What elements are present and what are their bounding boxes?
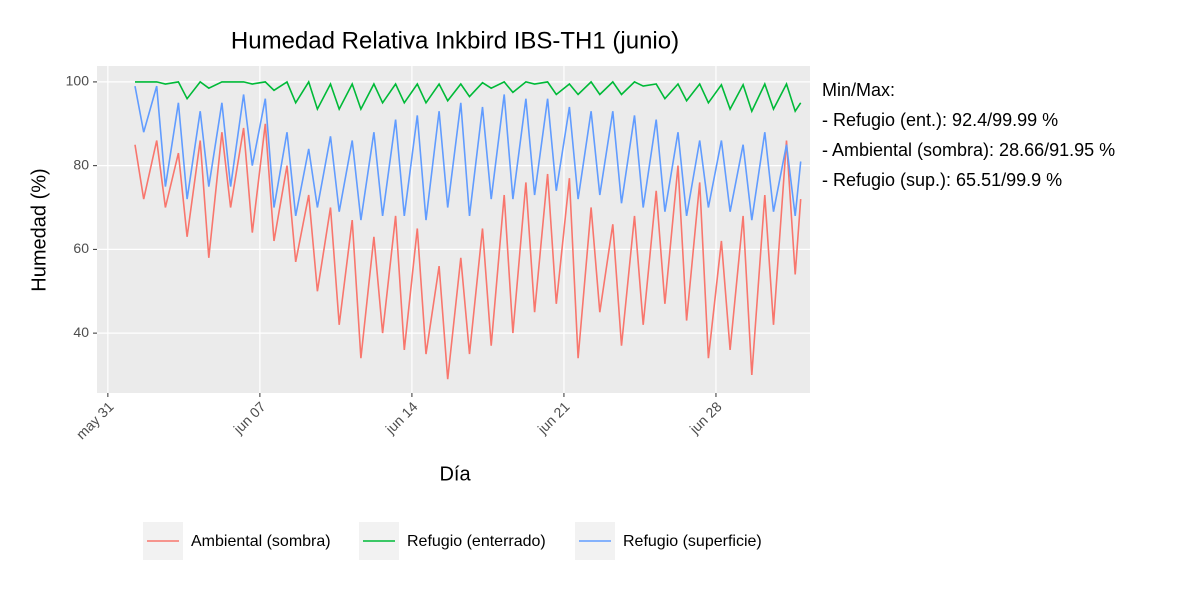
y-tick-label: 60 xyxy=(73,240,89,256)
x-tick-label: jun 07 xyxy=(230,398,269,437)
line-series xyxy=(135,80,802,114)
legend-label: Refugio (superficie) xyxy=(623,533,762,550)
x-tick-label: jun 21 xyxy=(534,398,573,437)
chart-title: Humedad Relativa Inkbird IBS-TH1 (junio) xyxy=(231,27,679,54)
annotation: Min/Max: xyxy=(822,80,895,100)
y-tick-label: 80 xyxy=(73,156,89,172)
y-tick-label: 100 xyxy=(66,73,90,89)
y-tick-label: 40 xyxy=(73,324,89,340)
annotation: - Refugio (ent.): 92.4/99.99 % xyxy=(822,110,1058,130)
plot-background xyxy=(97,66,810,393)
y-axis-label: Humedad (%) xyxy=(28,168,50,291)
x-tick-label: jun 14 xyxy=(382,398,421,437)
line-series xyxy=(134,85,802,221)
annotation: - Refugio (sup.): 65.51/99.9 % xyxy=(822,170,1062,190)
line-series xyxy=(134,123,802,380)
legend-label: Ambiental (sombra) xyxy=(191,533,331,550)
annotation: - Ambiental (sombra): 28.66/91.95 % xyxy=(822,140,1115,160)
x-tick-label: may 31 xyxy=(73,398,117,442)
x-axis-label: Día xyxy=(439,463,471,485)
x-tick-label: jun 28 xyxy=(686,398,725,437)
legend-label: Refugio (enterrado) xyxy=(407,533,546,550)
